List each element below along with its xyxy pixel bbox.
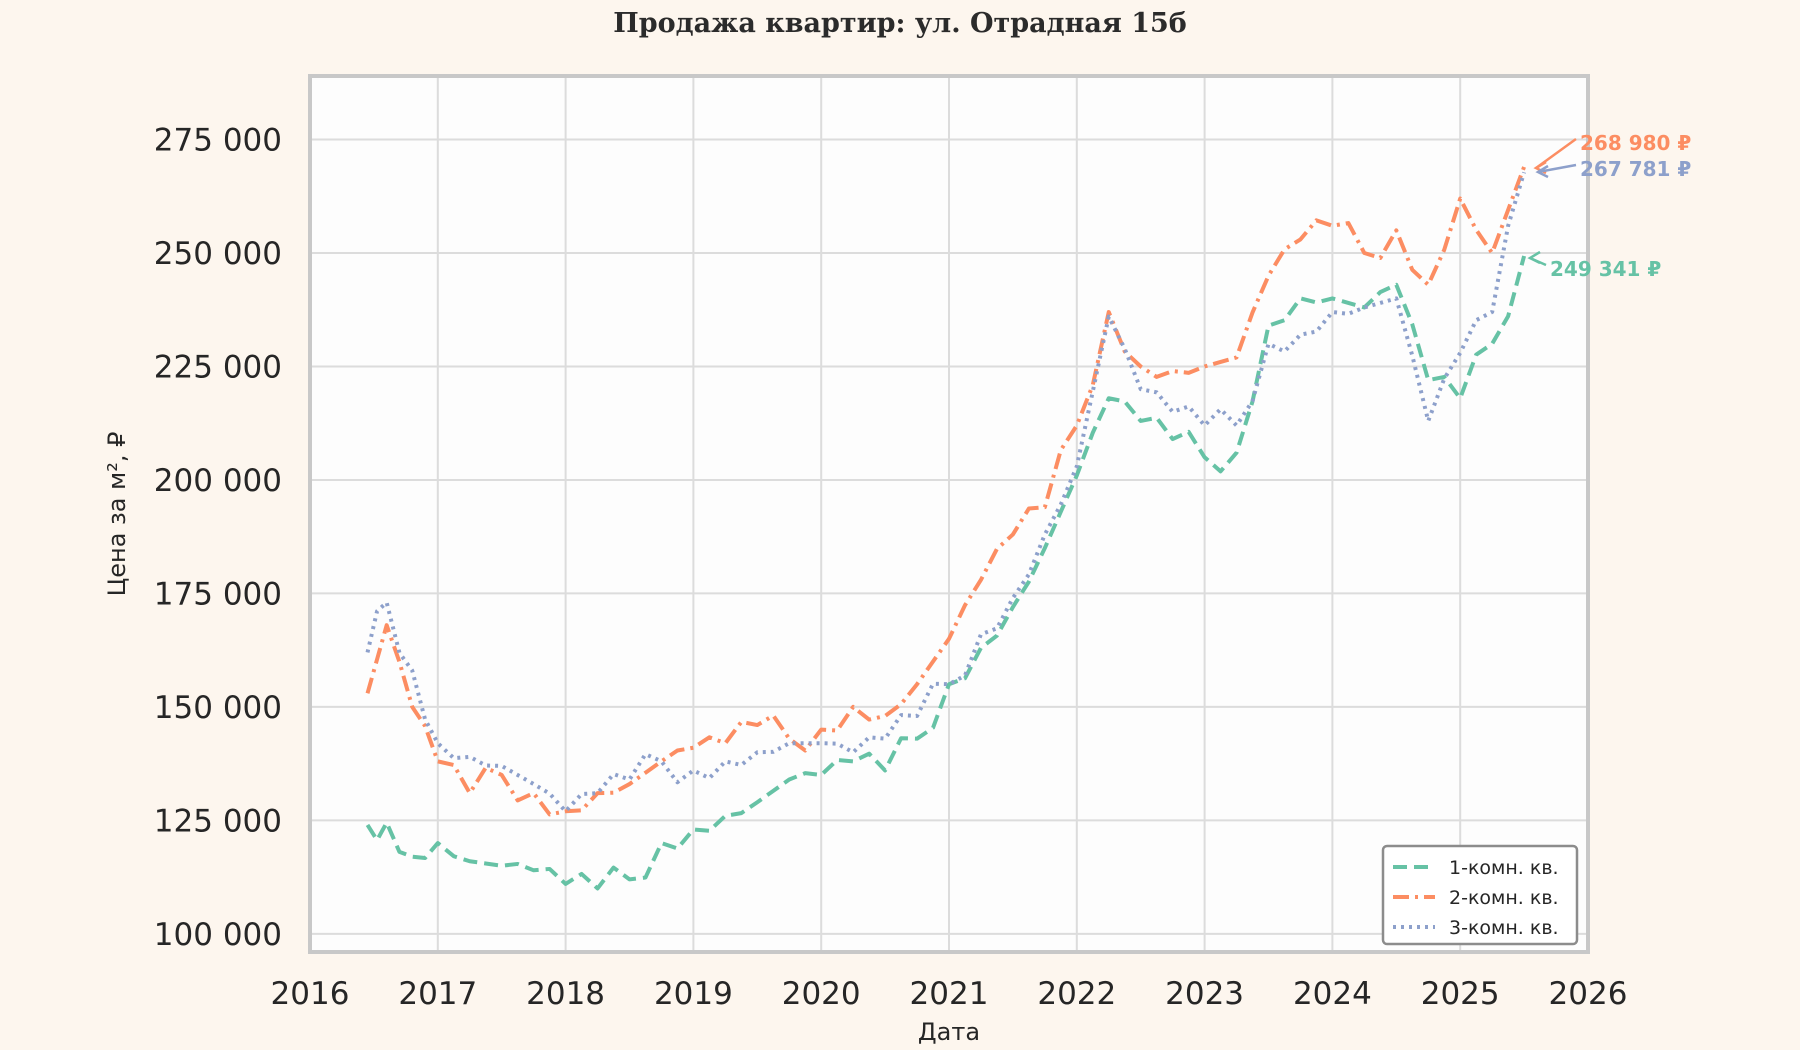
x-tick-label: 2016: [271, 976, 350, 1012]
x-tick-label: 2017: [398, 976, 477, 1012]
y-tick-label: 150 000: [154, 690, 282, 726]
legend-entry: 3-комн. кв.: [1449, 917, 1559, 939]
y-tick-label: 100 000: [154, 917, 282, 953]
x-tick-label: 2023: [1165, 976, 1244, 1012]
plot-frame: [308, 74, 1590, 954]
annotation-label: 249 341 ₽: [1550, 257, 1661, 281]
x-tick-label: 2022: [1037, 976, 1116, 1012]
x-tick-label: 2026: [1549, 976, 1628, 1012]
y-axis-label: Цена за м², ₽: [103, 432, 131, 597]
y-tick-label: 125 000: [154, 803, 282, 839]
series-line-3: [365, 171, 1527, 814]
y-axis-ticks: 100 000 125 000 150 000 175 000 200 000 225 0…: [154, 123, 282, 953]
y-tick-label: 275 000: [154, 123, 282, 159]
legend: 1-комн. кв. 2-комн. кв. 3-комн. кв.: [1381, 844, 1579, 946]
x-axis-label: Дата: [918, 1018, 980, 1046]
y-tick-label: 175 000: [154, 576, 282, 612]
end-value-annotations: 268 980 ₽267 781 ₽ 249 341 ₽: [1527, 131, 1691, 281]
y-tick-label: 225 000: [154, 349, 282, 385]
series-line-2: [365, 166, 1526, 817]
annotation-label: 267 781 ₽: [1580, 157, 1691, 181]
x-tick-label: 2018: [526, 976, 605, 1012]
grid-lines: [309, 76, 1589, 952]
series-lines: [365, 166, 1527, 891]
y-tick-label: 250 000: [154, 236, 282, 272]
annotation-label: 268 980 ₽: [1580, 131, 1691, 155]
x-tick-label: 2025: [1421, 976, 1500, 1012]
legend-entry: 1-комн. кв.: [1449, 857, 1559, 879]
series-line-1: [365, 255, 1527, 891]
y-tick-label: 200 000: [154, 463, 282, 499]
x-tick-label: 2020: [782, 976, 861, 1012]
x-tick-label: 2021: [910, 976, 989, 1012]
x-tick-label: 2024: [1293, 976, 1372, 1012]
x-axis-ticks: 2016 2017 2018 2019 2020 2021 2022 2023 2024 2025…: [271, 976, 1628, 1012]
legend-entry: 2-комн. кв.: [1449, 887, 1559, 909]
x-tick-label: 2019: [654, 976, 733, 1012]
chart-title: Продажа квартир: ул. Отрадная 15б: [613, 8, 1187, 39]
